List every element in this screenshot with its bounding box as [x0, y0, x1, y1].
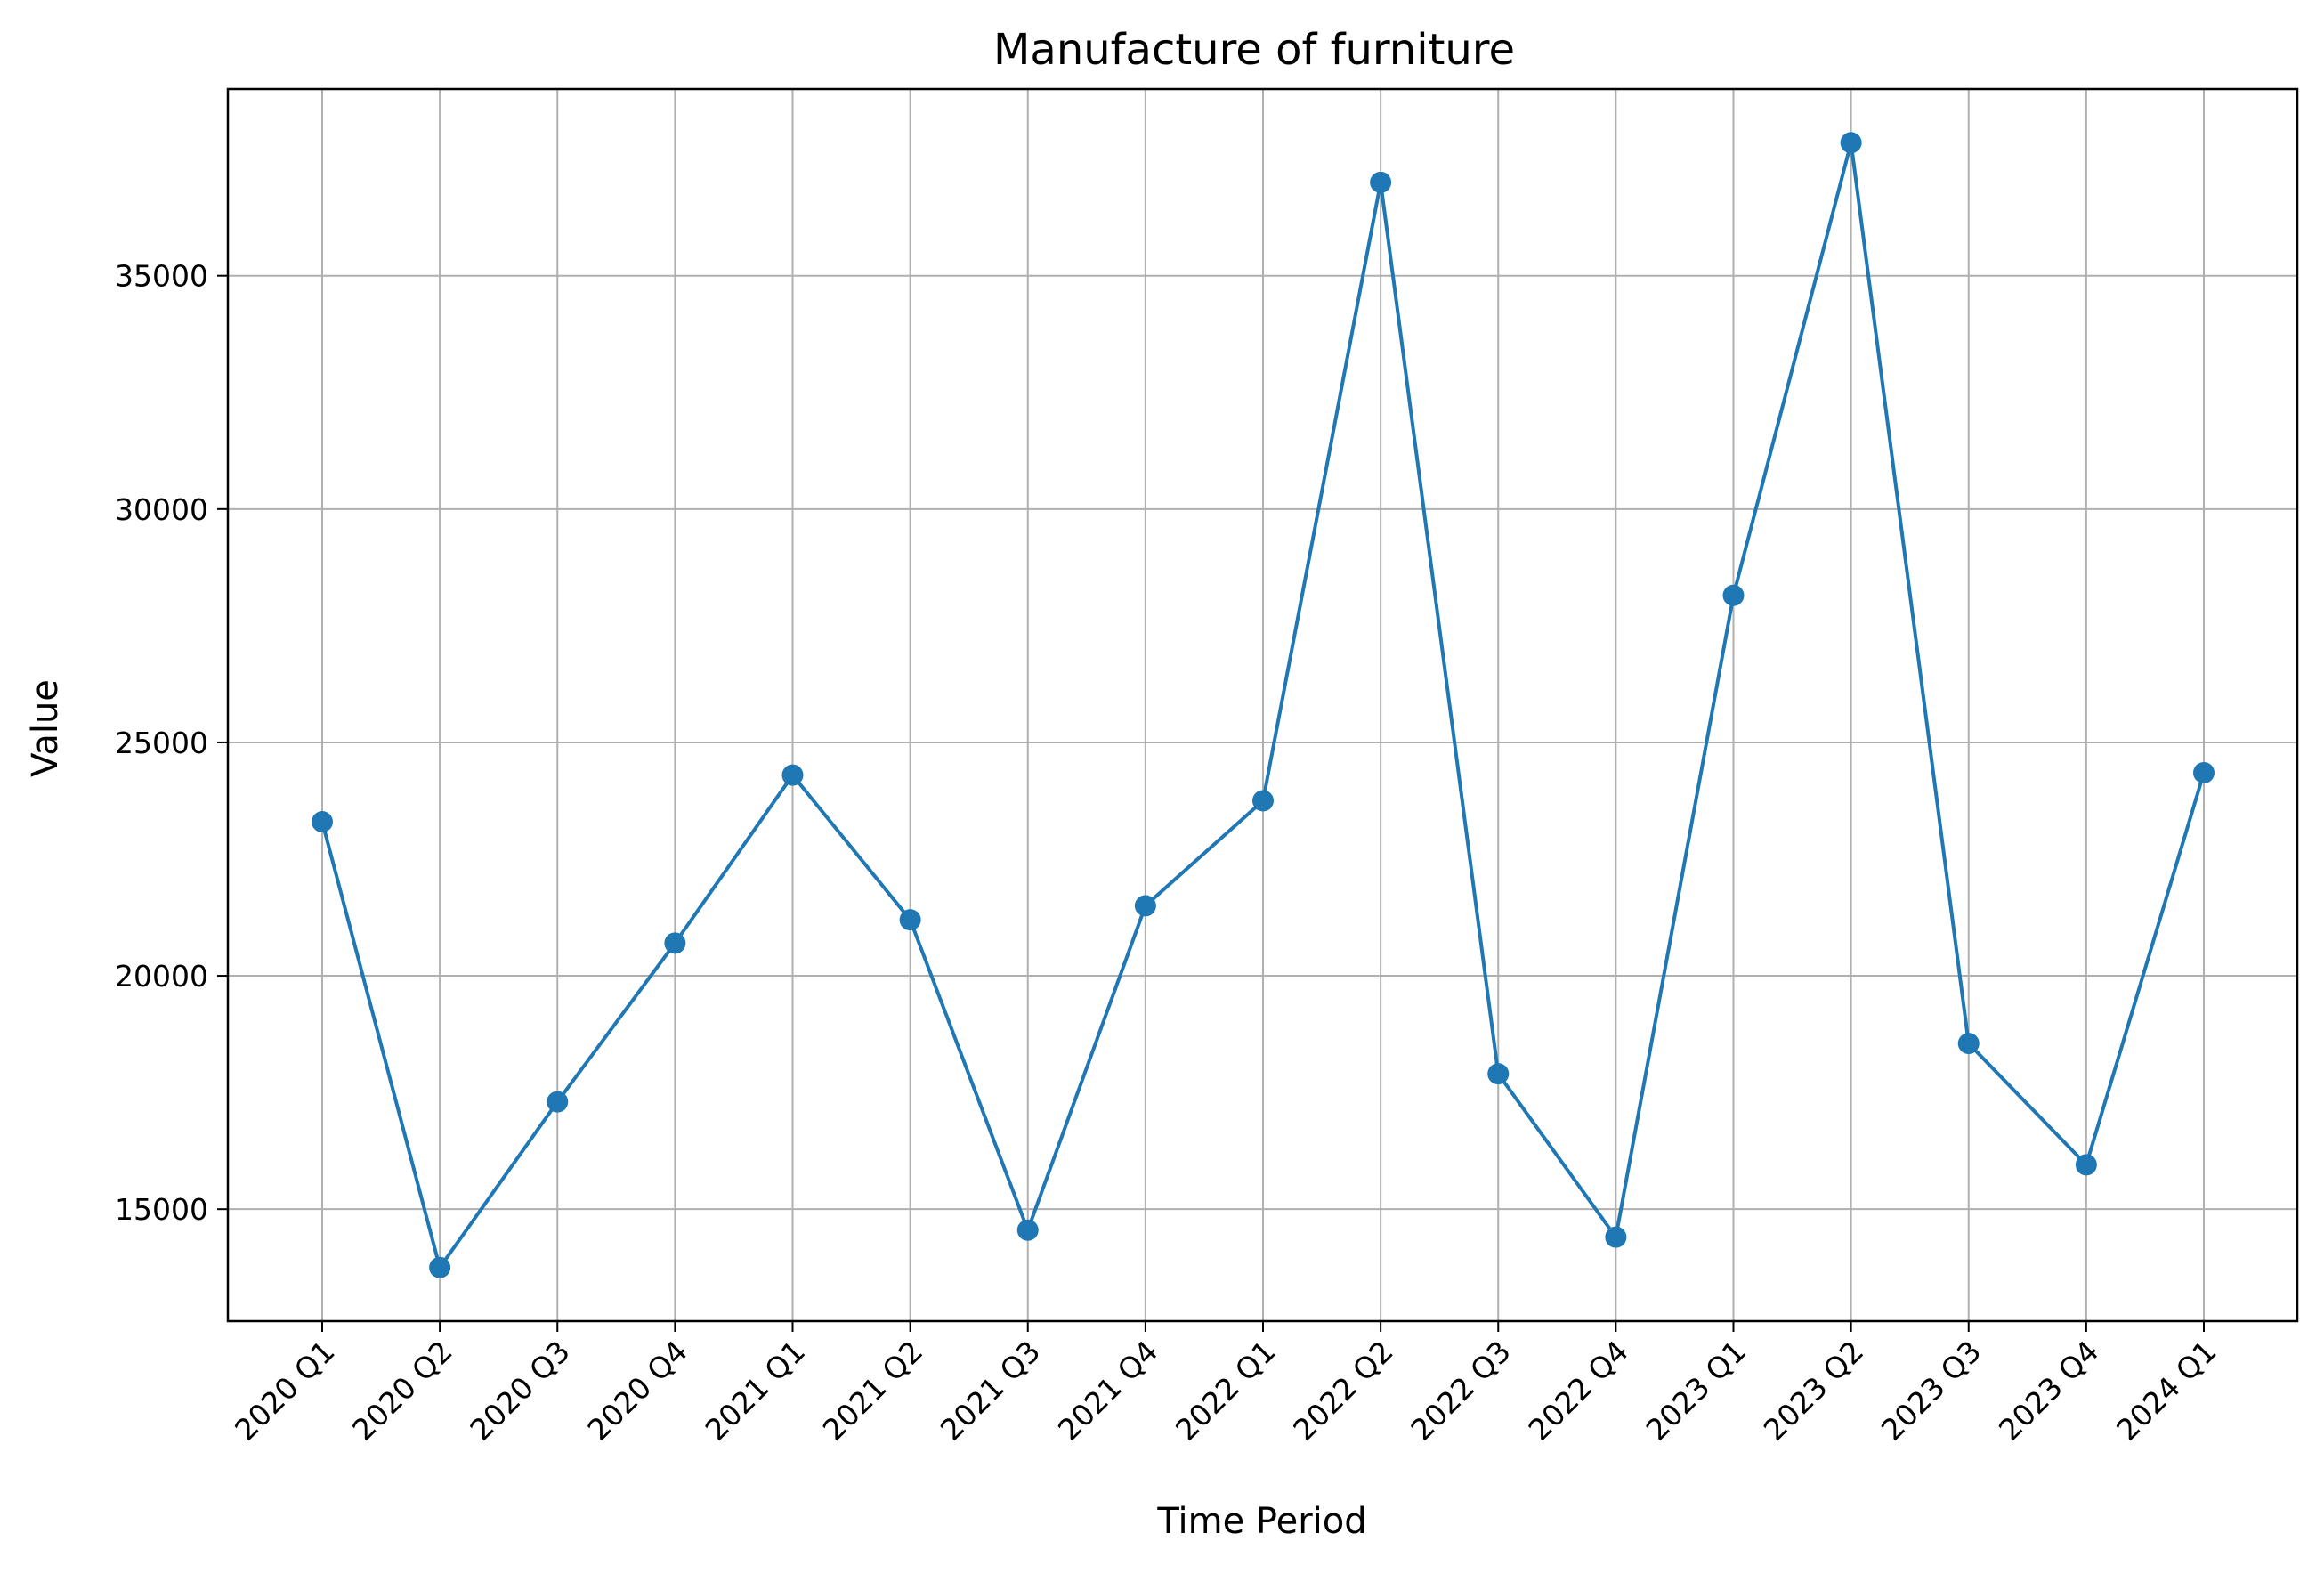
x-tick-label: 2024 Q1 [2109, 1334, 2223, 1448]
y-tick-label: 35000 [115, 259, 208, 294]
data-point [1840, 132, 1862, 154]
grid [228, 89, 2297, 1321]
data-point [1605, 1226, 1627, 1248]
y-tick-label: 15000 [115, 1192, 208, 1227]
x-tick-label: 2022 Q3 [1404, 1334, 1518, 1448]
x-tick-label: 2020 Q4 [580, 1334, 694, 1448]
x-tick-label: 2023 Q1 [1640, 1334, 1753, 1448]
x-tick-label: 2023 Q2 [1757, 1334, 1871, 1448]
data-point [2075, 1154, 2097, 1176]
x-tick-label: 2021 Q1 [699, 1334, 813, 1448]
x-axis-label: Time Period [1156, 1501, 1366, 1542]
data-point [1722, 584, 1745, 606]
series [312, 132, 2215, 1278]
data-point [1016, 1219, 1039, 1241]
x-tick-label: 2021 Q4 [1051, 1334, 1165, 1448]
data-point [1134, 895, 1156, 917]
x-tick-label: 2022 Q4 [1521, 1334, 1635, 1448]
data-point [429, 1256, 451, 1278]
x-tick-label: 2022 Q2 [1286, 1334, 1400, 1448]
y-tick-label: 20000 [115, 959, 208, 994]
data-point [1370, 171, 1392, 193]
y-axis-label: Value [25, 679, 66, 777]
data-point [2193, 762, 2215, 784]
data-point [1487, 1063, 1510, 1085]
x-tick-label: 2020 Q3 [463, 1334, 577, 1448]
data-point [664, 932, 686, 954]
data-point [1252, 790, 1274, 812]
x-tick-label: 2020 Q1 [228, 1334, 342, 1448]
x-tick-label: 2022 Q1 [1169, 1334, 1283, 1448]
data-point [1957, 1033, 1980, 1055]
y-tick-label: 30000 [115, 492, 208, 527]
data-point [899, 909, 921, 931]
x-tick-label: 2023 Q3 [1875, 1334, 1988, 1448]
x-tick-label: 2023 Q4 [1992, 1334, 2106, 1448]
y-tick-label: 25000 [115, 726, 208, 760]
x-tick-label: 2021 Q3 [934, 1334, 1048, 1448]
chart-title: Manufacture of furniture [993, 25, 1515, 75]
data-point [312, 811, 333, 833]
x-tick-label: 2021 Q2 [816, 1334, 930, 1448]
x-tick-label: 2020 Q2 [345, 1334, 459, 1448]
data-point [781, 764, 804, 786]
plot-frame [226, 87, 2299, 1323]
data-point [547, 1091, 569, 1113]
